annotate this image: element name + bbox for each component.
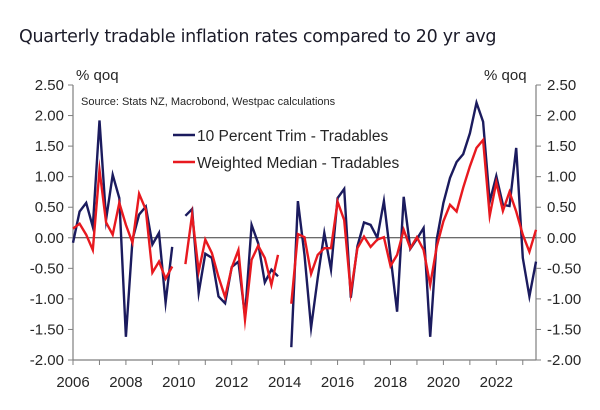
right-axis-unit-label: % qoq bbox=[484, 67, 527, 84]
y-tick-label-left: -1.50 bbox=[30, 321, 64, 338]
x-tick-label: 2022 bbox=[480, 374, 513, 391]
x-tick-label: 2014 bbox=[268, 374, 301, 391]
y-tick-label-left: 2.00 bbox=[35, 108, 64, 125]
y-tick-label-left: 0.00 bbox=[35, 230, 64, 247]
y-tick-label-right: -0.50 bbox=[547, 260, 581, 277]
x-tick-label: 2008 bbox=[109, 374, 142, 391]
y-tick-label-right: 0.50 bbox=[547, 199, 576, 216]
series-group bbox=[71, 98, 538, 348]
x-tick-label: 2016 bbox=[321, 374, 354, 391]
legend-label-median: Weighted Median - Tradables bbox=[197, 155, 399, 172]
x-tick-label: 2018 bbox=[374, 374, 407, 391]
y-tick-label-right: 2.00 bbox=[547, 108, 576, 125]
legend-label-trim: 10 Percent Trim - Tradables bbox=[197, 128, 388, 145]
y-tick-label-right: -1.50 bbox=[547, 321, 581, 338]
y-tick-label-left: -1.00 bbox=[30, 291, 64, 308]
y-tick-label-left: -0.50 bbox=[30, 260, 64, 277]
y-tick-label-left: 0.50 bbox=[35, 199, 64, 216]
left-axis-unit-label: % qoq bbox=[76, 67, 119, 84]
x-tick-label: 2020 bbox=[427, 374, 460, 391]
y-tick-label-right: 0.00 bbox=[547, 230, 576, 247]
source-note: Source: Stats NZ, Macrobond, Westpac cal… bbox=[81, 96, 336, 108]
x-tick-label: 2012 bbox=[215, 374, 248, 391]
series-line-weighted-median bbox=[72, 136, 538, 332]
y-tick-label-left: 2.50 bbox=[35, 77, 64, 94]
y-tick-label-right: 1.00 bbox=[547, 169, 576, 186]
y-tick-label-left: -2.00 bbox=[30, 352, 64, 369]
x-tick-label: 2006 bbox=[56, 374, 89, 391]
y-tick-label-right: -2.00 bbox=[547, 352, 581, 369]
y-tick-label-left: 1.50 bbox=[35, 138, 64, 155]
y-tick-label-left: 1.00 bbox=[35, 169, 64, 186]
y-tick-label-right: -1.00 bbox=[547, 291, 581, 308]
y-tick-label-right: 1.50 bbox=[547, 138, 576, 155]
x-tick-label: 2010 bbox=[162, 374, 195, 391]
chart-title: Quarterly tradable inflation rates compa… bbox=[19, 27, 497, 47]
legend: 10 Percent Trim - Tradables Weighted Med… bbox=[173, 128, 399, 172]
y-tick-label-right: 2.50 bbox=[547, 77, 576, 94]
